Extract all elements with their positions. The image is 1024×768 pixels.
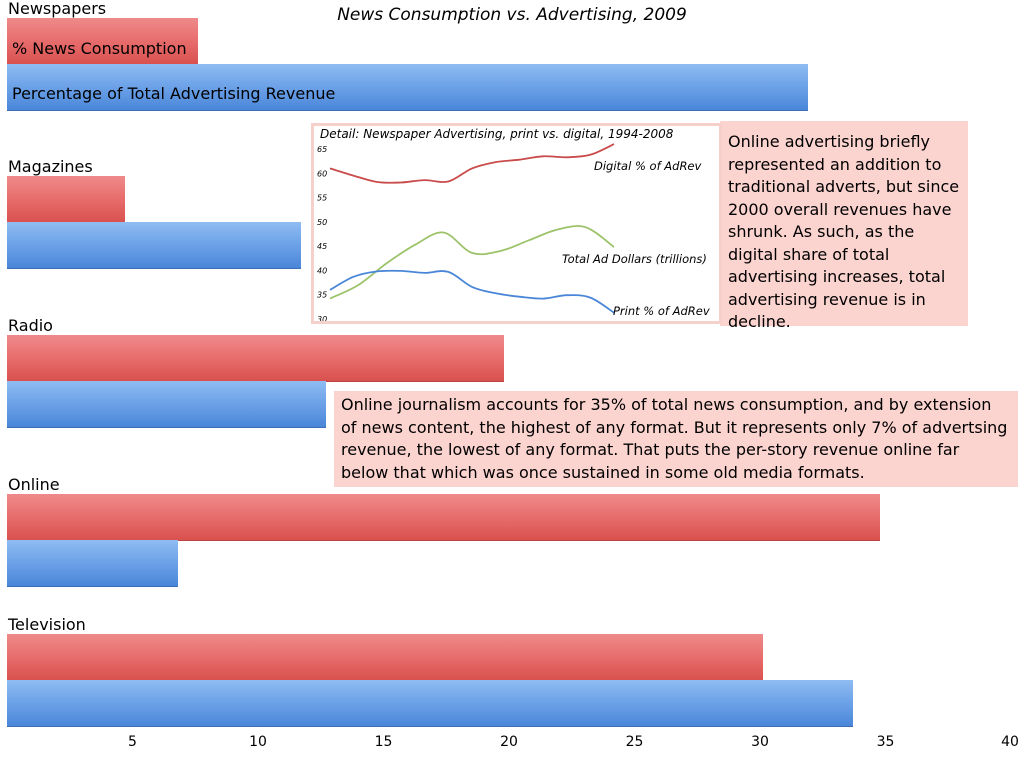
inset-y-tick-label: 60 [317,169,327,178]
inset-plot: 30 35 40 45 50 55 60 65 [317,143,615,321]
bar-newspapers-news-consumption [7,18,198,65]
x-tick-label: 30 [751,734,769,750]
x-tick-label: 40 [1001,734,1019,750]
bar-television-ad-revenue [7,680,853,727]
bar-radio-ad-revenue [7,381,326,428]
inset-y-tick-label: 55 [317,194,327,203]
inset-y-tick-label: 65 [317,145,327,154]
inset-y-tick-label: 45 [317,242,327,251]
category-label-newspapers: Newspapers [8,0,107,18]
inset-series-label-total: Total Ad Dollars (trillions) [562,252,707,266]
inset-line-total-ad-dollars [329,225,615,300]
chart-title: News Consumption vs. Advertising, 2009 [337,5,687,25]
inset-y-tick-label: 50 [317,218,327,227]
inset-line-print [329,269,615,314]
x-tick-label: 15 [374,734,393,750]
bar-newspapers-ad-revenue [7,64,808,111]
inset-series-label-print: Print % of AdRev [613,304,710,318]
x-tick-label: 5 [128,734,137,750]
x-tick-label: 20 [500,734,518,750]
note-online: Online journalism accounts for 35% of to… [334,391,1018,487]
category-label-television: Television [8,615,86,634]
inset-title: Detail: Newspaper Advertising, print vs.… [320,127,674,141]
bar-magazines-ad-revenue [7,222,301,269]
series-label-news-consumption: % News Consumption [12,39,187,58]
x-tick-label: 10 [249,734,267,750]
inset-line-digital [329,143,615,184]
bar-radio-news-consumption [7,335,504,382]
category-label-radio: Radio [8,316,53,335]
x-tick-label: 35 [876,734,895,750]
inset-y-tick-label: 30 [317,315,327,321]
bar-online-news-consumption [7,494,881,541]
inset-series-label-digital: Digital % of AdRev [594,159,702,173]
x-tick-label: 25 [625,734,644,750]
inset-chart: Detail: Newspaper Advertising, print vs.… [311,123,722,324]
bar-online-ad-revenue [7,540,178,587]
category-label-magazines: Magazines [8,157,93,176]
series-label-ad-revenue: Percentage of Total Advertising Revenue [12,84,336,103]
category-label-online: Online [8,475,60,494]
bar-television-news-consumption [7,634,763,681]
inset-y-tick-label: 40 [317,266,327,275]
bar-magazines-news-consumption [7,176,125,223]
note-digital: Online advertising briefly represented a… [720,121,968,331]
inset-y-tick-label: 35 [317,291,327,300]
